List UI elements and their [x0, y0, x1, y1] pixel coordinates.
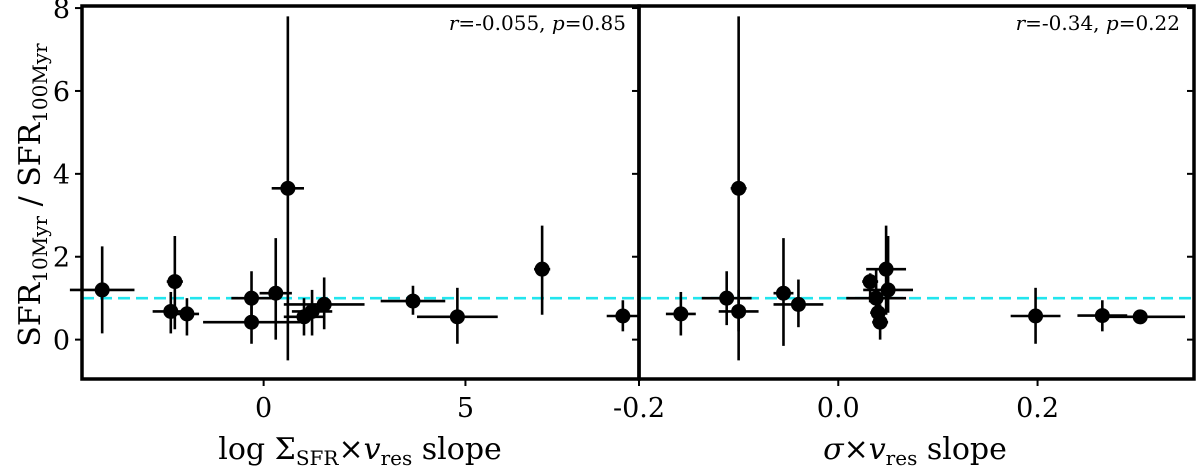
point-marker: [872, 314, 888, 330]
left-panel: 0 2 4 6 8 0 5 r=-0.055, p=0.85 log ΣSFR×vres s…: [53, 0, 641, 470]
y-axis-label: SFR10Myr / SFR100Myr: [13, 43, 52, 347]
data-point: [271, 16, 304, 361]
point-marker: [304, 303, 320, 319]
y-tick-label: 2: [53, 243, 70, 274]
left-annotation: r=-0.055, p=0.85: [449, 11, 626, 35]
data-point: [417, 287, 498, 344]
ylabel-sub1: 10Myr: [28, 216, 52, 283]
right-x-axis-label: σ×vres slope: [823, 432, 1007, 470]
data-point: [773, 238, 794, 346]
point-marker: [731, 303, 747, 319]
data-point: [174, 298, 200, 336]
point-marker: [280, 180, 296, 196]
point-marker: [167, 274, 183, 290]
x-tick-label: -0.2: [613, 393, 665, 424]
data-point: [69, 246, 135, 334]
data-point: [283, 277, 365, 330]
right-panel-frame: [637, 4, 1196, 381]
data-point: [152, 291, 189, 334]
data-point: [380, 285, 446, 315]
point-marker: [880, 282, 896, 298]
left-x-axis-label: log ΣSFR×vres slope: [218, 432, 502, 470]
point-marker: [868, 290, 884, 306]
point-marker: [775, 285, 791, 301]
data-point: [866, 225, 907, 315]
point-marker: [244, 314, 260, 330]
y-tick-label: 4: [53, 160, 70, 191]
ylabel-main: SFR: [13, 281, 48, 346]
point-marker: [1132, 309, 1148, 325]
data-point: [1095, 309, 1186, 325]
data-point: [1010, 287, 1061, 344]
data-point: [606, 300, 639, 332]
y-tick-label: 0: [53, 326, 70, 357]
point-marker: [316, 296, 332, 312]
point-marker: [673, 306, 689, 322]
right-annotation: r=-0.34, p=0.22: [1016, 11, 1180, 35]
data-point: [259, 238, 292, 340]
left-panel-frame: [80, 4, 641, 381]
point-marker: [163, 303, 179, 319]
data-point: [701, 271, 752, 326]
point-marker: [449, 309, 465, 325]
point-marker: [534, 261, 550, 277]
point-marker: [244, 290, 260, 306]
point-marker: [878, 261, 894, 277]
ylabel-sub2: 100Myr: [28, 43, 52, 123]
point-marker: [790, 296, 806, 312]
point-marker: [1028, 308, 1044, 324]
data-point: [534, 225, 551, 315]
point-marker: [268, 285, 284, 301]
point-marker: [719, 290, 735, 306]
point-marker: [615, 308, 631, 324]
right-panel: -0.2 0.0 0.2 r=-0.34, p=0.22 σ×vres slope: [613, 4, 1196, 470]
ylabel-sep: / SFR: [13, 121, 48, 216]
data-point: [718, 289, 759, 332]
data-point: [872, 304, 889, 340]
x-tick-label: 5: [457, 393, 474, 424]
y-tick-label: 6: [53, 77, 70, 108]
y-tick-label: 8: [53, 0, 70, 25]
point-marker: [731, 180, 747, 196]
data-point: [863, 236, 914, 313]
point-marker: [405, 293, 421, 309]
x-tick-label: 0: [255, 393, 272, 424]
point-marker: [862, 274, 878, 290]
data-point: [665, 291, 696, 336]
point-marker: [94, 282, 110, 298]
data-point: [773, 279, 824, 328]
x-tick-label: 0.0: [817, 393, 860, 424]
data-point: [203, 300, 300, 344]
x-tick-label: 0.2: [1016, 393, 1059, 424]
point-marker: [179, 306, 195, 322]
data-point: [291, 289, 333, 336]
